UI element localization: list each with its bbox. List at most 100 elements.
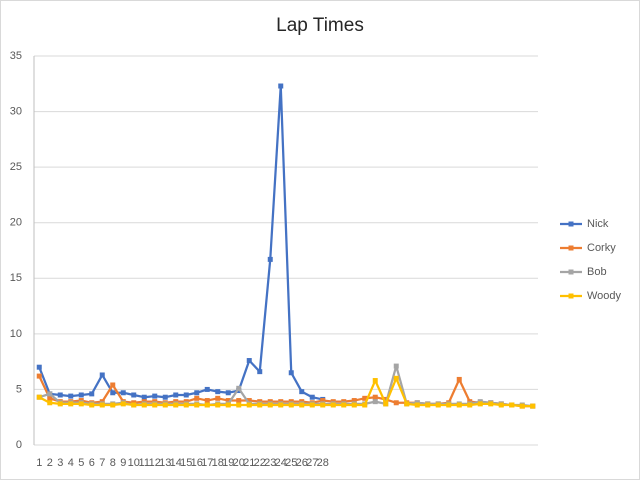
data-point <box>57 392 63 398</box>
data-point <box>215 389 221 395</box>
data-point <box>341 402 347 408</box>
data-point <box>120 390 126 396</box>
legend-marker <box>568 221 574 227</box>
data-point <box>488 401 494 407</box>
data-point <box>173 402 179 408</box>
data-point <box>320 398 326 404</box>
y-tick-label: 25 <box>10 161 22 173</box>
x-tick-label: 22 <box>254 457 266 469</box>
data-point <box>362 402 368 408</box>
y-tick-label: 35 <box>10 50 22 62</box>
data-point <box>309 394 315 400</box>
data-point <box>141 394 147 400</box>
data-point <box>309 402 315 408</box>
data-point <box>225 390 231 396</box>
x-tick-label: 19 <box>222 457 234 469</box>
legend-marker <box>568 269 574 275</box>
data-point <box>204 386 210 392</box>
data-point <box>236 385 242 391</box>
x-tick-label: 2 <box>47 457 53 469</box>
legend-label: Bob <box>587 266 607 278</box>
data-point <box>246 398 252 404</box>
x-tick-label: 17 <box>201 457 213 469</box>
data-point <box>110 382 116 388</box>
data-point <box>68 393 74 399</box>
legend-label: Corky <box>587 242 616 254</box>
data-point <box>36 394 42 400</box>
data-point <box>288 370 294 376</box>
data-point <box>299 389 305 395</box>
data-point <box>225 402 231 408</box>
legend-label: Woody <box>587 290 622 302</box>
y-tick-label: 10 <box>10 328 22 340</box>
x-tick-label: 20 <box>233 457 245 469</box>
data-point <box>278 83 284 89</box>
x-tick-label: 4 <box>68 457 74 469</box>
data-point <box>131 392 137 398</box>
data-point <box>162 394 168 400</box>
x-tick-label: 9 <box>120 457 126 469</box>
x-tick-label: 8 <box>110 457 116 469</box>
data-point <box>288 402 294 408</box>
data-point <box>236 402 242 408</box>
data-point <box>215 402 221 408</box>
x-tick-label: 16 <box>191 457 203 469</box>
x-tick-label: 7 <box>99 457 105 469</box>
legend-marker <box>568 245 574 251</box>
y-tick-label: 15 <box>10 272 22 284</box>
data-point <box>141 402 147 408</box>
data-point <box>383 401 389 407</box>
data-point <box>351 398 357 404</box>
data-point <box>47 391 53 397</box>
data-point <box>383 396 389 402</box>
data-point <box>519 403 525 409</box>
data-point <box>425 402 431 408</box>
data-point <box>414 402 420 408</box>
data-point <box>194 395 200 401</box>
data-point <box>162 402 168 408</box>
y-tick-label: 5 <box>16 383 22 395</box>
data-point <box>99 372 105 378</box>
data-point <box>99 402 105 408</box>
data-point <box>320 402 326 408</box>
data-point <box>131 402 137 408</box>
data-point <box>498 402 504 408</box>
data-point <box>152 402 158 408</box>
x-tick-label: 6 <box>89 457 95 469</box>
data-point <box>530 403 536 409</box>
data-point <box>372 394 378 400</box>
x-tick-label: 25 <box>285 457 297 469</box>
data-point <box>204 398 210 404</box>
series-line <box>38 375 533 408</box>
data-point <box>236 398 242 404</box>
x-tick-label: 24 <box>275 457 287 469</box>
data-point <box>110 402 116 408</box>
data-point <box>36 373 42 379</box>
x-tick-label: 18 <box>212 457 224 469</box>
data-point <box>204 402 210 408</box>
data-point <box>257 402 263 408</box>
data-point <box>477 401 483 407</box>
data-point <box>246 402 252 408</box>
data-point <box>393 400 399 406</box>
data-point <box>362 395 368 401</box>
data-point <box>330 402 336 408</box>
series-line <box>38 84 323 401</box>
data-point <box>393 375 399 381</box>
x-tick-label: 13 <box>159 457 171 469</box>
data-point <box>257 369 263 375</box>
data-point <box>89 391 95 397</box>
data-point <box>267 402 273 408</box>
x-tick-label: 23 <box>264 457 276 469</box>
data-point <box>467 402 473 408</box>
data-point <box>152 393 158 399</box>
data-point <box>120 401 126 407</box>
data-point <box>36 364 42 370</box>
data-point <box>47 395 53 401</box>
data-point <box>446 402 452 408</box>
x-tick-label: 14 <box>170 457 182 469</box>
x-tick-label: 1 <box>36 457 42 469</box>
data-point <box>299 402 305 408</box>
